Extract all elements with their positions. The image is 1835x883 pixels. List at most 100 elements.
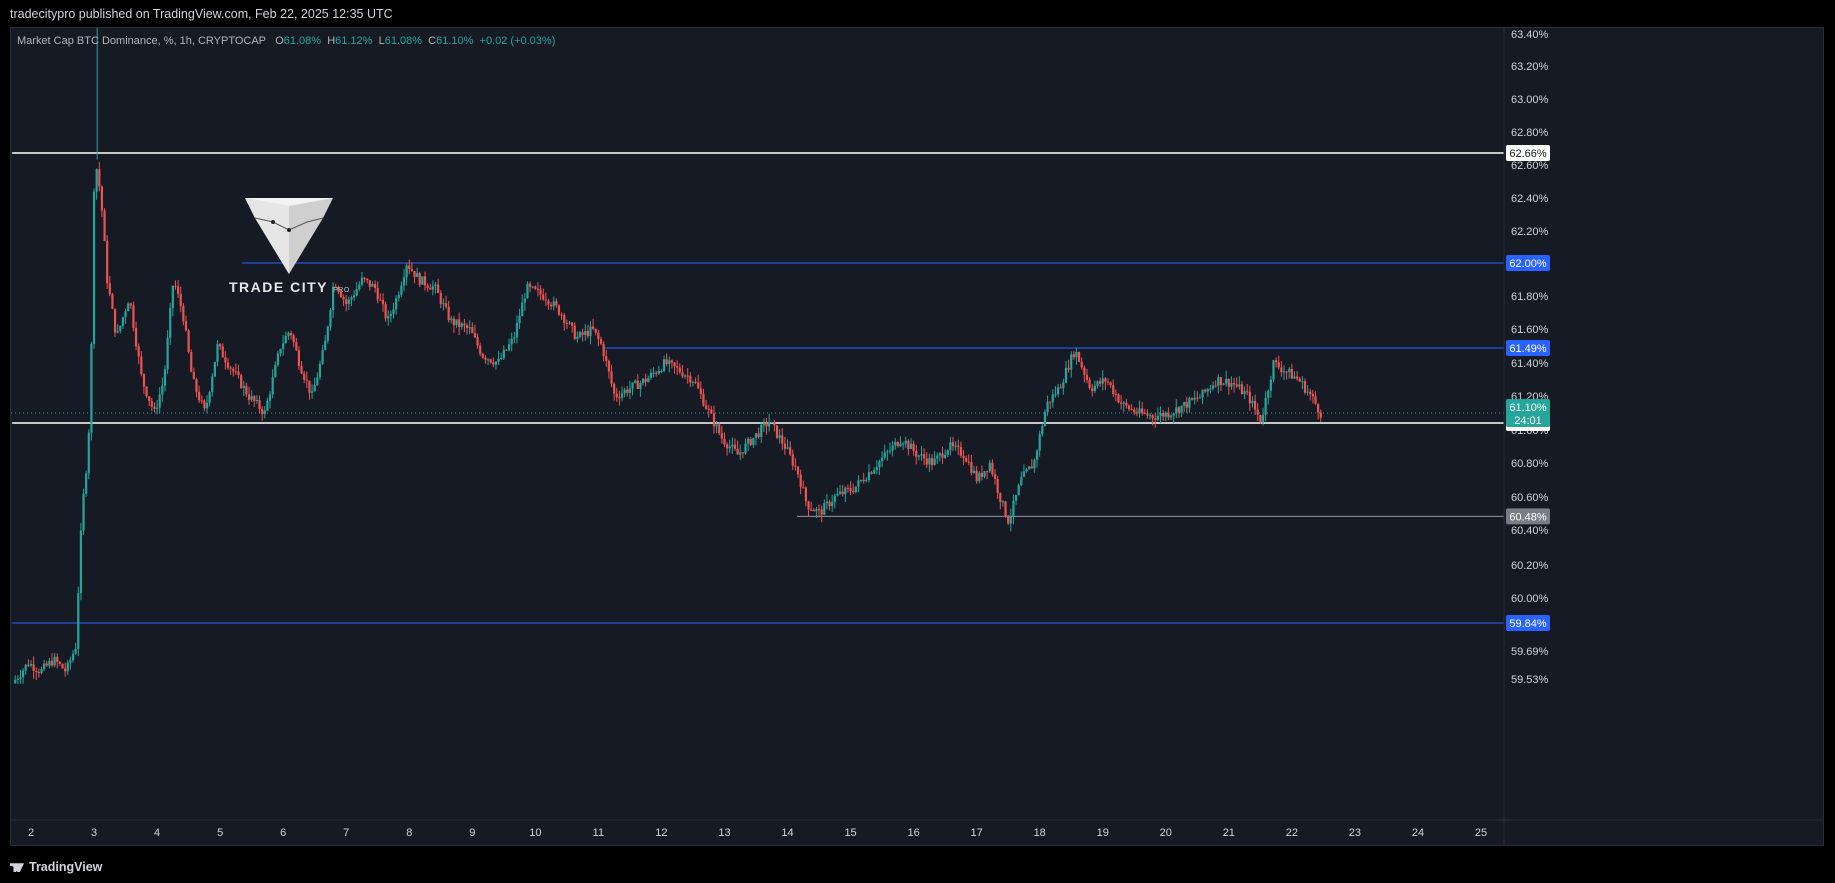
candle-body [576, 336, 579, 339]
candle-body [765, 422, 768, 427]
candle-body [479, 345, 482, 355]
candle-body [216, 343, 219, 362]
candle-body [652, 372, 655, 374]
candle-body [177, 286, 180, 294]
candle-body [944, 454, 947, 458]
candle-body [972, 470, 976, 473]
candle-body [45, 663, 48, 666]
candle-body [124, 311, 127, 318]
candle-body [844, 487, 847, 495]
candle-body [439, 293, 442, 304]
candle-body [224, 357, 227, 363]
candle-body [61, 663, 64, 669]
candle-body [662, 359, 666, 371]
candle-body [32, 664, 35, 671]
candle-body [408, 265, 411, 270]
candle-body [938, 453, 941, 456]
footer-brand: TradingView [29, 860, 103, 874]
y-tick-label: 62.80% [1511, 127, 1549, 139]
candle-body [179, 293, 182, 307]
candle-body [978, 472, 981, 482]
candle-body [817, 509, 821, 511]
candle-body [794, 465, 797, 467]
candle-body [1277, 362, 1280, 368]
candle-body [1064, 367, 1068, 383]
candle-body [886, 451, 889, 453]
chart-pane[interactable]: 63.40% 63.20% 63.00% 62.80% 62.60% 62.40% 62.2… [10, 27, 1824, 846]
candle-body [1022, 471, 1026, 477]
candle-body [1122, 402, 1125, 404]
candle-body [56, 656, 59, 663]
candle-body [37, 672, 40, 674]
candle-body [846, 487, 850, 489]
candle-body [413, 270, 416, 278]
candle-body [1085, 374, 1089, 380]
y-tick-label: 63.40% [1511, 29, 1549, 41]
candle-body [140, 356, 143, 375]
candle-body [712, 413, 716, 427]
candle-body [360, 277, 364, 285]
candle-body [1135, 412, 1138, 414]
candle-body [384, 304, 387, 319]
candle-body [129, 303, 132, 306]
high-label: H [327, 35, 336, 47]
candle-body [941, 453, 944, 458]
candle-body [986, 471, 989, 473]
symbol-title: Market Cap BTC Dominance, %, 1h, CRYPTOC… [17, 35, 267, 47]
candle-body [437, 284, 440, 294]
candle-body [754, 433, 758, 438]
candle-body [1238, 384, 1241, 387]
candle-body [24, 664, 27, 671]
candle-body [1288, 368, 1291, 372]
candle-body [1056, 387, 1060, 395]
candle-body [1298, 378, 1301, 382]
candle-body [66, 662, 69, 672]
y-tick-label: 59.69% [1511, 646, 1549, 658]
candle-body [463, 323, 466, 326]
candle-body [371, 284, 374, 287]
candle-body [500, 357, 503, 359]
candle-body [392, 309, 395, 314]
candle-body [668, 360, 671, 365]
candle-body [584, 330, 587, 335]
candle-body [547, 300, 550, 305]
price-chart[interactable]: 63.40% 63.20% 63.00% 62.80% 62.60% 62.40% 62.2… [11, 28, 1823, 845]
candle-body [410, 269, 413, 271]
candle-body [796, 466, 800, 475]
candle-body [203, 400, 206, 409]
candle-body [19, 677, 22, 679]
candle-body [665, 359, 668, 365]
candle-body [276, 353, 280, 365]
x-tick-label: 11 [593, 827, 604, 839]
candle-body [113, 308, 117, 333]
candle-body [119, 325, 122, 332]
candle-body [836, 493, 839, 496]
trade-city-logo: TRADE CITY PRO [229, 196, 349, 295]
candle-body [555, 301, 558, 306]
logo-suffix: PRO [333, 287, 350, 294]
candle-body [988, 462, 991, 472]
candle-body [849, 488, 852, 491]
candle-body [1269, 379, 1272, 391]
candle-body [804, 487, 808, 502]
candle-body [92, 191, 96, 344]
candle-body [699, 388, 702, 394]
candle-body [510, 338, 513, 345]
candle-body [77, 593, 80, 649]
candle-body [857, 480, 860, 487]
y-tick-label: 62.40% [1511, 193, 1549, 205]
candle-body [1117, 394, 1120, 403]
x-tick-label: 9 [469, 827, 475, 839]
candle-body [1080, 361, 1083, 368]
candle-body [303, 373, 306, 380]
candle-body [363, 277, 366, 279]
candle-body [728, 446, 731, 449]
candle-body [578, 332, 582, 337]
candle-body [232, 368, 235, 372]
candle-body [752, 437, 755, 446]
candle-body [171, 285, 174, 309]
candle-body [1253, 400, 1257, 410]
tradingview-logo[interactable]: TradingView [10, 860, 102, 874]
candle-body [828, 501, 831, 507]
candle-body [253, 396, 256, 402]
